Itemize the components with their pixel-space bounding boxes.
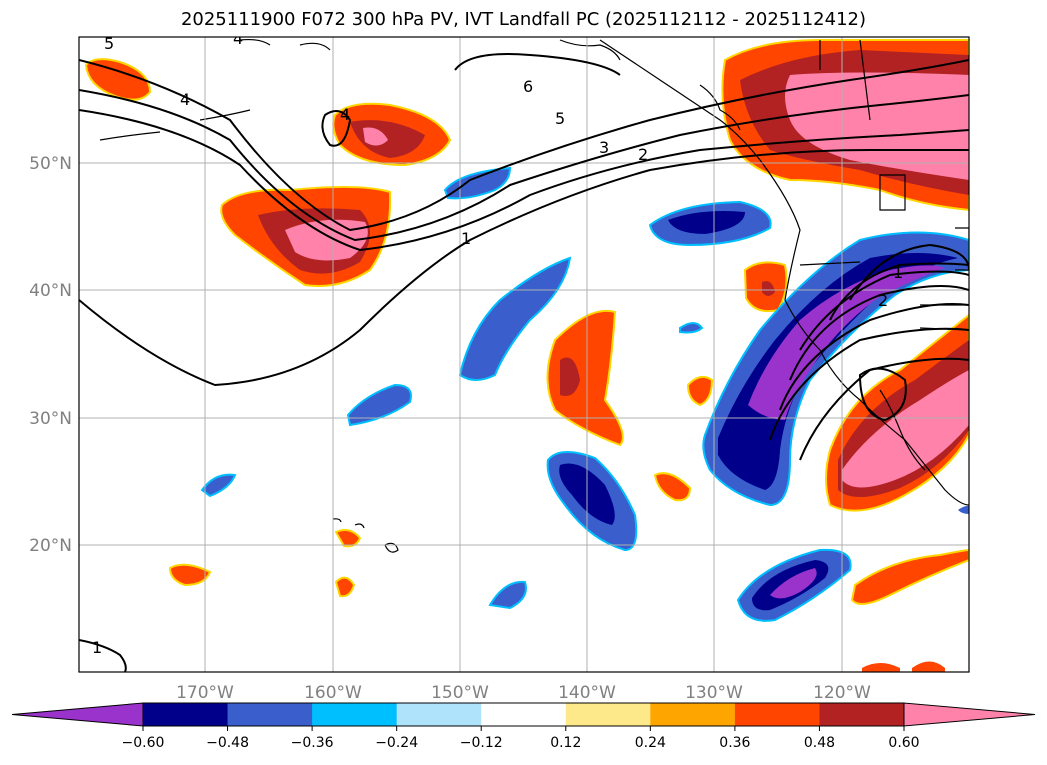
contour-label: 5 xyxy=(555,109,565,128)
anomaly-positive-small-7 xyxy=(912,661,945,672)
contour-line-5 xyxy=(79,59,969,232)
anomaly-positive-central-west xyxy=(220,185,392,287)
colorbar-segments xyxy=(11,702,1036,727)
map-title: 2025111900 F072 300 hPa PV, IVT Landfall… xyxy=(180,9,867,30)
contour-label: 1 xyxy=(893,263,903,282)
anomaly-negative-small-d xyxy=(488,580,527,610)
colorbar-tick-label: −0.36 xyxy=(291,735,334,751)
colorbar-frame xyxy=(142,702,905,727)
contour-label: 1 xyxy=(92,638,102,657)
anomaly-positive-central xyxy=(546,309,624,447)
contour-line-1 xyxy=(79,148,969,387)
contour-labels: 5 4 4 4 6 5 3 2 1 1 2 1 xyxy=(92,29,903,657)
lon-label: 130°W xyxy=(685,683,743,703)
lat-label: 20°N xyxy=(29,536,72,556)
colorbar-tick-label: 0.36 xyxy=(719,735,750,751)
colorbar-extend-left xyxy=(11,702,144,727)
colorbar-tick-label: −0.48 xyxy=(206,735,249,751)
lat-label: 40°N xyxy=(29,281,72,301)
anomaly-positive-small-2 xyxy=(653,472,692,502)
graticule xyxy=(79,37,969,672)
contour-line-4 xyxy=(79,89,969,242)
colorbar-ticks: −0.60 −0.48 −0.36 −0.24 −0.12 0.12 0.24 0.36 0.4… xyxy=(122,726,920,751)
colorbar-extend-right xyxy=(903,702,1036,727)
lat-label: 50°N xyxy=(29,154,72,174)
contour-label: 5 xyxy=(104,34,114,53)
anomaly-negative-small-b xyxy=(679,322,704,334)
lon-label: 140°W xyxy=(558,683,616,703)
colorbar-tick-label: 0.24 xyxy=(635,735,666,751)
anomaly-negative-small-a xyxy=(346,383,412,427)
ivt-contours xyxy=(79,53,969,672)
lat-label: 30°N xyxy=(29,409,72,429)
contour-line-6 xyxy=(454,53,621,76)
contour-label: 2 xyxy=(878,291,888,310)
anomaly-positive-small-coast xyxy=(743,261,788,313)
anomaly-negative-small-c xyxy=(200,473,237,498)
anomaly-positive-small-6 xyxy=(862,663,900,672)
latitude-labels: 50°N 40°N 30°N 20°N xyxy=(29,154,72,556)
anomaly-positive-nw xyxy=(84,58,152,101)
lon-label: 160°W xyxy=(304,683,362,703)
contour-label: 2 xyxy=(638,145,648,164)
colorbar-segment xyxy=(227,703,313,726)
anomaly-positive-small-3 xyxy=(168,563,212,587)
colorbar-segment xyxy=(396,703,482,726)
colorbar-tick-label: −0.12 xyxy=(460,735,503,751)
colorbar-segment xyxy=(312,703,398,726)
contour-label: 3 xyxy=(599,138,609,157)
anomaly-negative-central-north xyxy=(648,200,772,247)
anomaly-positive-small-4 xyxy=(334,529,362,548)
anomaly-negative-big-coast xyxy=(702,231,969,507)
contour-line-closed-south xyxy=(858,367,907,422)
contour-label: 1 xyxy=(461,229,471,248)
anomaly-negative-small-e xyxy=(958,505,969,514)
anomaly-positive-south xyxy=(850,548,969,605)
colorbar-tick-label: 0.48 xyxy=(804,735,835,751)
colorbar-tick-label: 0.60 xyxy=(888,735,919,751)
colorbar-segment xyxy=(734,703,820,726)
lon-label: 170°W xyxy=(176,683,234,703)
lon-label: 150°W xyxy=(431,683,489,703)
anomaly-positive-northeast xyxy=(721,39,969,212)
colorbar-tick-label: −0.24 xyxy=(375,735,418,751)
colorbar-segment xyxy=(481,703,567,726)
anomaly-positive-small-5 xyxy=(334,576,356,598)
colorbar-tick-label: 0.12 xyxy=(550,735,581,751)
contour-line-closed xyxy=(321,110,352,147)
colorbar-segment xyxy=(650,703,736,726)
anomaly-positive-north-central xyxy=(332,102,452,167)
map-border xyxy=(78,36,970,673)
contour-label: 4 xyxy=(180,90,190,109)
anomaly-positive-small-1 xyxy=(686,375,714,407)
colorbar-tick-label: −0.60 xyxy=(122,735,165,751)
contour-line-3 xyxy=(79,109,969,252)
lon-label: 120°W xyxy=(813,683,871,703)
contour-line-sw xyxy=(79,639,127,672)
contour-label: 4 xyxy=(233,29,243,48)
anomaly-negative-south xyxy=(736,548,852,622)
colorbar-segment xyxy=(565,703,651,726)
anomaly-negative-diagonal xyxy=(458,256,572,381)
colorbar: −0.60 −0.48 −0.36 −0.24 −0.12 0.12 0.24 0.36 0.4… xyxy=(11,702,1036,751)
longitude-labels: 170°W 160°W 150°W 140°W 130°W 120°W xyxy=(176,683,871,703)
colorbar-segment xyxy=(143,703,229,726)
contour-label: 6 xyxy=(523,77,533,96)
contour-label: 4 xyxy=(340,105,350,124)
colorbar-segment xyxy=(819,703,905,726)
anomaly-negative-north xyxy=(443,166,512,200)
contour-lines-coastal-cluster xyxy=(769,243,969,461)
